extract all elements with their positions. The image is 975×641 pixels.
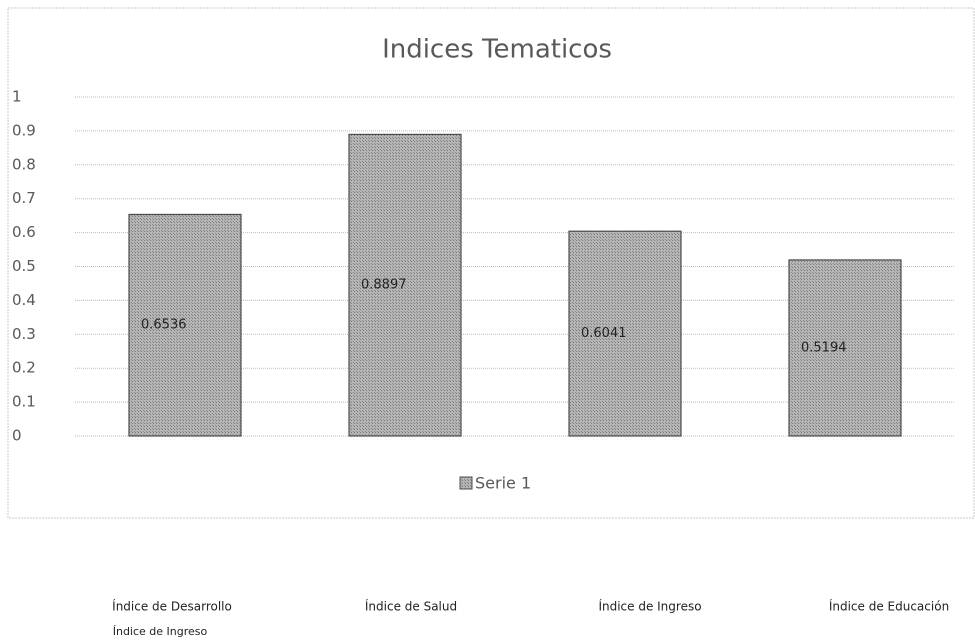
x-tick-label: Índice de Desarrollo bbox=[112, 599, 232, 614]
y-tick-label: 0.3 bbox=[12, 325, 36, 343]
annotation: Índice de Ingreso bbox=[113, 625, 208, 638]
bar bbox=[348, 133, 462, 437]
y-tick-label: 0.6 bbox=[12, 223, 36, 241]
y-tick-label: 1 bbox=[12, 88, 22, 106]
bar bbox=[568, 230, 682, 437]
y-tick-label: 0.4 bbox=[12, 291, 36, 309]
y-tick-label: 0 bbox=[12, 427, 22, 445]
y-tick-label: 0.1 bbox=[12, 393, 36, 411]
bar bbox=[788, 259, 902, 437]
chart-title: Indices Tematicos bbox=[382, 35, 612, 65]
x-tick-label: Índice de Salud bbox=[365, 599, 457, 614]
y-tick-label: 0.7 bbox=[12, 189, 36, 207]
data-label: 0.6536 bbox=[141, 318, 187, 333]
x-tick-label: Índice de Educación bbox=[829, 599, 949, 614]
y-tick-label: 0.8 bbox=[12, 155, 36, 173]
y-tick-label: 0.5 bbox=[12, 257, 36, 275]
y-tick-label: 0.2 bbox=[12, 359, 36, 377]
data-label: 0.8897 bbox=[361, 278, 407, 293]
x-tick-label: Índice de Ingreso bbox=[598, 599, 701, 614]
bar bbox=[128, 213, 242, 437]
legend-swatch bbox=[459, 476, 473, 490]
legend-label: Serie 1 bbox=[475, 474, 531, 493]
data-label: 0.6041 bbox=[581, 326, 627, 341]
data-label: 0.5194 bbox=[801, 340, 847, 355]
y-tick-label: 0.9 bbox=[12, 121, 36, 139]
